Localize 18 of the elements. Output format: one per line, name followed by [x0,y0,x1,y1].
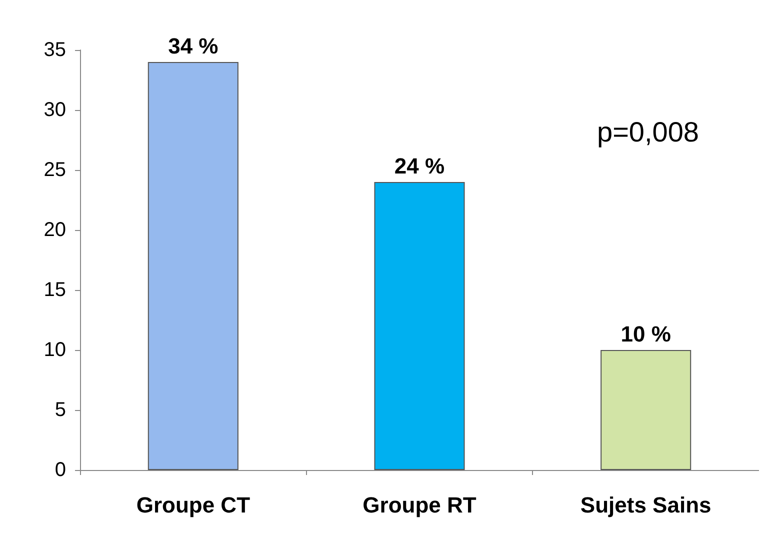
y-tick-label: 10 [44,339,66,361]
bar [374,182,465,470]
y-tick-label: 0 [54,459,66,481]
x-tick-label: Sujets Sains [580,492,712,518]
bar [148,62,238,470]
y-tick-label: 30 [44,99,66,121]
data-label: 24 % [394,154,445,178]
y-tick-label: 25 [44,159,66,181]
x-tick-label: Groupe CT [136,492,251,518]
y-tick-label: 20 [44,219,66,241]
data-label: 34 % [168,34,218,58]
y-tick-label: 15 [44,279,66,301]
y-tick-label: 5 [54,399,66,421]
data-label: 10 % [620,322,671,346]
bar [600,350,692,470]
annotation: p=0,008 [597,116,700,148]
y-tick-label: 35 [44,39,66,61]
x-tick-label: Groupe RT [362,492,477,518]
